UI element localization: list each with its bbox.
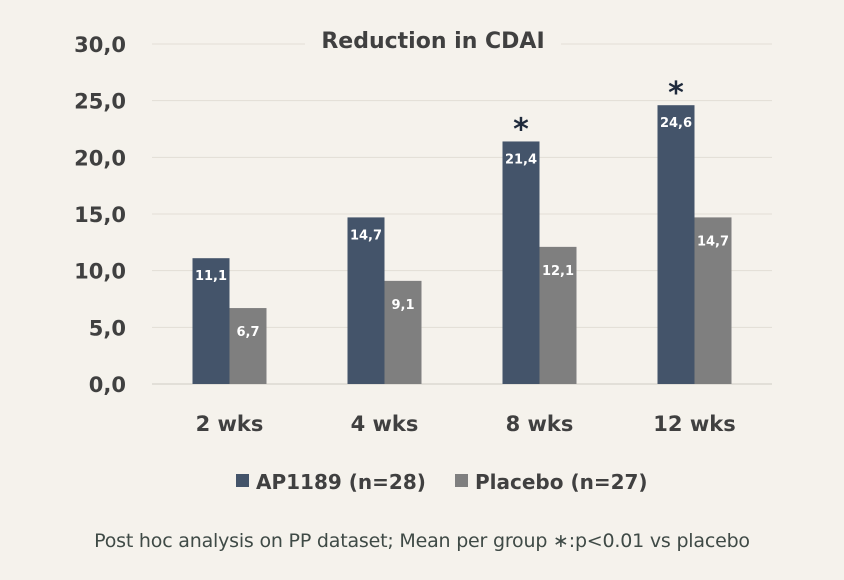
bar-placebo <box>384 280 422 384</box>
bar-ap1189 <box>657 105 695 384</box>
y-tick-label: 15,0 <box>74 203 126 227</box>
data-label: 24,6 <box>660 116 692 131</box>
data-label: 12,1 <box>542 264 574 279</box>
y-tick-label: 0,0 <box>89 373 126 397</box>
data-label: 14,7 <box>697 234 729 249</box>
x-tick-label: 4 wks <box>351 412 419 436</box>
bar-placebo <box>229 308 267 384</box>
data-label: 21,4 <box>505 152 537 167</box>
x-tick-label: 2 wks <box>196 412 264 436</box>
significance-star: * <box>513 112 529 147</box>
bar-placebo <box>694 217 732 384</box>
chart-title: Reduction in CDAI <box>321 29 544 54</box>
bar-ap1189 <box>502 141 540 384</box>
y-tick-label: 30,0 <box>74 33 126 57</box>
legend-label: AP1189 (n=28) <box>256 470 426 494</box>
data-label: 6,7 <box>236 325 259 340</box>
data-label: 9,1 <box>391 298 414 313</box>
bar-chart: 0,0 5,0 10,0 15,0 20,0 25,0 30,0 Reduction in C… <box>74 20 772 494</box>
y-tick-label: 25,0 <box>74 90 126 114</box>
footnote: Post hoc analysis on PP dataset; Mean pe… <box>94 530 750 552</box>
bar-ap1189 <box>192 258 230 384</box>
y-tick-label: 5,0 <box>89 316 126 340</box>
legend-swatch <box>455 474 468 487</box>
y-tick-label: 20,0 <box>74 146 126 170</box>
title-background <box>305 20 561 60</box>
y-tick-label: 10,0 <box>74 260 126 284</box>
x-tick-label: 12 wks <box>653 412 735 436</box>
bar-ap1189 <box>347 217 385 384</box>
data-label: 14,7 <box>350 228 382 243</box>
legend-label: Placebo (n=27) <box>475 470 648 494</box>
legend-swatch <box>236 474 249 487</box>
bar-placebo <box>539 246 577 384</box>
x-tick-label: 8 wks <box>506 412 574 436</box>
significance-star: * <box>668 76 684 111</box>
data-label: 11,1 <box>195 269 227 284</box>
